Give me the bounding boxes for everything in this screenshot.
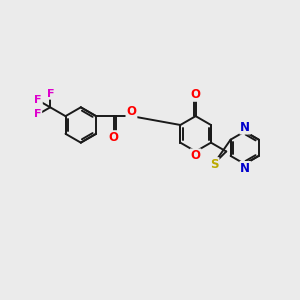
Text: F: F	[47, 89, 55, 99]
Text: S: S	[210, 158, 219, 171]
Text: O: O	[126, 105, 136, 118]
Text: F: F	[34, 95, 42, 105]
Text: O: O	[190, 88, 201, 101]
Text: F: F	[34, 109, 41, 119]
Text: O: O	[109, 131, 118, 144]
Text: N: N	[240, 121, 250, 134]
Text: N: N	[240, 162, 250, 175]
Text: O: O	[190, 149, 201, 162]
